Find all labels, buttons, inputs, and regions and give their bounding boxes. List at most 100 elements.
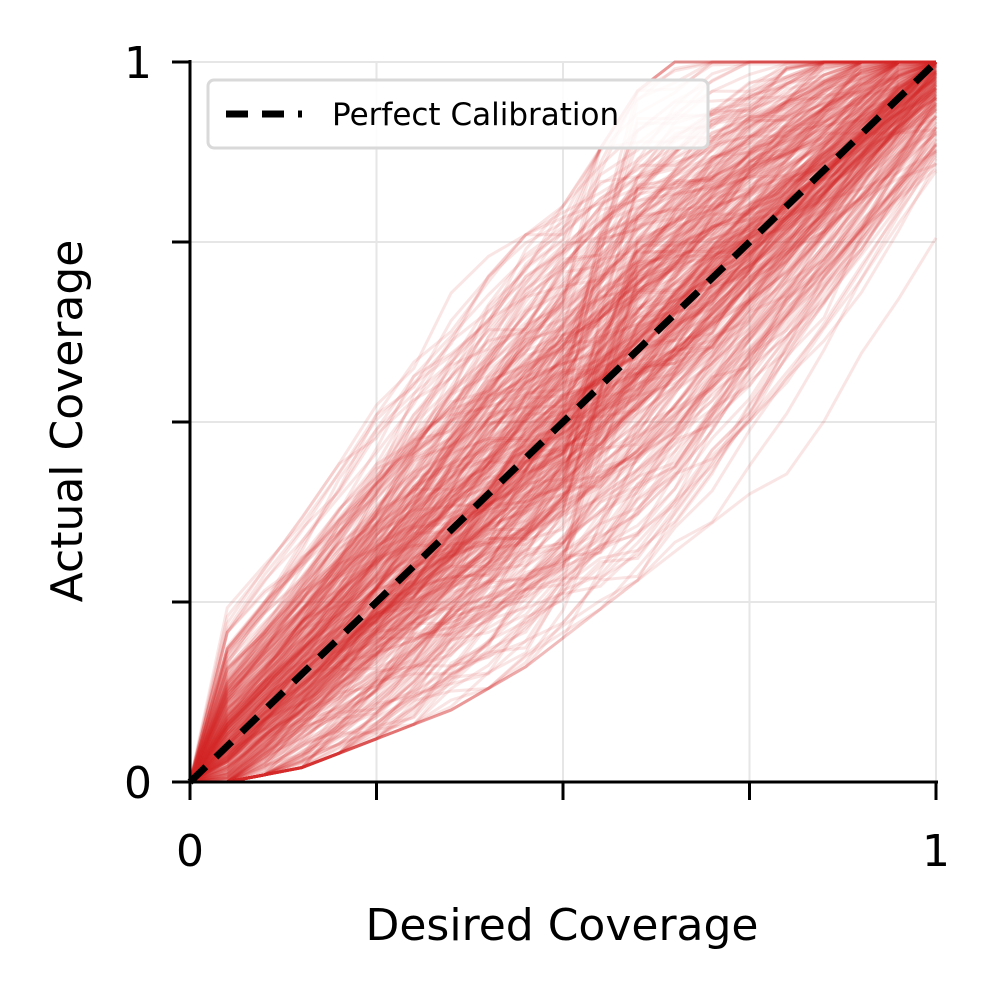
coverage-curve <box>188 60 937 783</box>
coverage-curve <box>188 60 936 783</box>
coverage-curve <box>188 60 936 783</box>
coverage-curve <box>189 88 937 784</box>
coverage-curve <box>188 60 937 783</box>
coverage-curve <box>189 75 938 784</box>
coverage-curve <box>188 60 936 783</box>
coverage-curve <box>189 60 937 784</box>
coverage-curve <box>188 60 937 783</box>
coverage-curve <box>188 60 937 783</box>
coverage-curve <box>189 69 937 784</box>
coverage-curve <box>189 69 937 784</box>
coverage-curve <box>189 82 938 784</box>
coverage-curve <box>188 60 936 783</box>
coverage-curve <box>188 60 937 783</box>
coverage-curve <box>190 144 938 784</box>
coverage-curve <box>190 138 938 784</box>
coverage-curve <box>190 98 938 784</box>
coverage-curve <box>189 93 937 784</box>
coverage-curve <box>189 61 938 784</box>
coverage-curve <box>190 132 937 784</box>
coverage-curve <box>189 67 937 784</box>
coverage-curve <box>190 114 938 784</box>
coverage-curve <box>189 66 937 784</box>
coverage-curve <box>188 60 936 783</box>
coverage-curve <box>190 102 938 784</box>
coverage-curve <box>188 60 936 783</box>
coverage-curve <box>188 61 937 784</box>
coverage-curve <box>190 142 938 784</box>
coverage-curve <box>190 117 937 784</box>
coverage-curve <box>188 60 936 783</box>
coverage-curve <box>189 73 938 784</box>
coverage-curve <box>190 130 938 784</box>
coverage-curve <box>190 106 938 784</box>
coverage-curve <box>189 71 937 784</box>
coverage-curve <box>190 131 938 784</box>
coverage-curve <box>189 64 938 784</box>
coverage-curve <box>188 60 938 783</box>
coverage-curve <box>189 90 938 784</box>
coverage-curve <box>188 60 938 783</box>
coverage-curve <box>188 60 936 783</box>
coverage-curve <box>190 98 938 784</box>
coverage-curve <box>190 96 937 784</box>
coverage-curve <box>188 60 936 783</box>
coverage-curve <box>188 60 936 783</box>
coverage-curve <box>188 60 936 783</box>
coverage-curve <box>189 77 937 784</box>
coverage-curve <box>190 108 938 784</box>
coverage-curve <box>188 60 936 783</box>
coverage-curve <box>188 60 937 783</box>
coverage-curve <box>188 60 936 783</box>
coverage-curve <box>188 60 936 783</box>
coverage-curve <box>188 60 937 783</box>
coverage-curve <box>188 60 936 783</box>
coverage-curve <box>190 115 938 784</box>
coverage-curve <box>188 60 937 783</box>
coverage-curve <box>190 107 938 784</box>
coverage-curve <box>189 94 938 784</box>
coverage-curve <box>190 115 938 784</box>
coverage-curve <box>188 60 936 783</box>
coverage-curve <box>188 60 936 783</box>
coverage-curve <box>188 60 936 783</box>
coverage-curve <box>188 60 937 783</box>
coverage-curve <box>188 60 936 783</box>
coverage-curve <box>188 60 936 783</box>
coverage-curve <box>188 60 937 783</box>
coverage-curve <box>188 60 936 783</box>
coverage-curve <box>188 60 936 783</box>
coverage-curve <box>188 60 936 783</box>
coverage-curve <box>188 60 936 783</box>
coverage-curve <box>188 60 936 783</box>
coverage-curve <box>189 81 938 784</box>
coverage-curve <box>188 60 936 783</box>
coverage-curve <box>188 60 936 783</box>
coverage-curve <box>188 60 937 783</box>
coverage-curve <box>190 132 937 784</box>
coverage-curve <box>190 96 937 784</box>
coverage-curve <box>189 69 937 784</box>
coverage-curve <box>188 60 936 783</box>
coverage-curve <box>188 61 938 784</box>
coverage-curve <box>190 128 937 784</box>
coverage-curve <box>188 60 936 783</box>
coverage-curve <box>188 60 937 784</box>
coverage-curve <box>189 84 938 784</box>
coverage-curve <box>188 60 937 783</box>
coverage-curve <box>188 60 937 783</box>
coverage-curve <box>188 60 937 783</box>
coverage-curve <box>188 60 937 783</box>
coverage-curve <box>188 60 936 783</box>
coverage-curve <box>188 60 937 783</box>
coverage-curve <box>188 60 936 783</box>
coverage-curve <box>189 62 937 784</box>
coverage-curve <box>188 60 936 783</box>
coverage-curve <box>188 60 938 784</box>
coverage-curve <box>189 68 938 784</box>
coverage-curve <box>188 60 937 783</box>
coverage-curve <box>189 74 938 784</box>
coverage-curve <box>189 86 938 784</box>
coverage-curve <box>188 60 937 784</box>
coverage-curve <box>188 60 936 783</box>
